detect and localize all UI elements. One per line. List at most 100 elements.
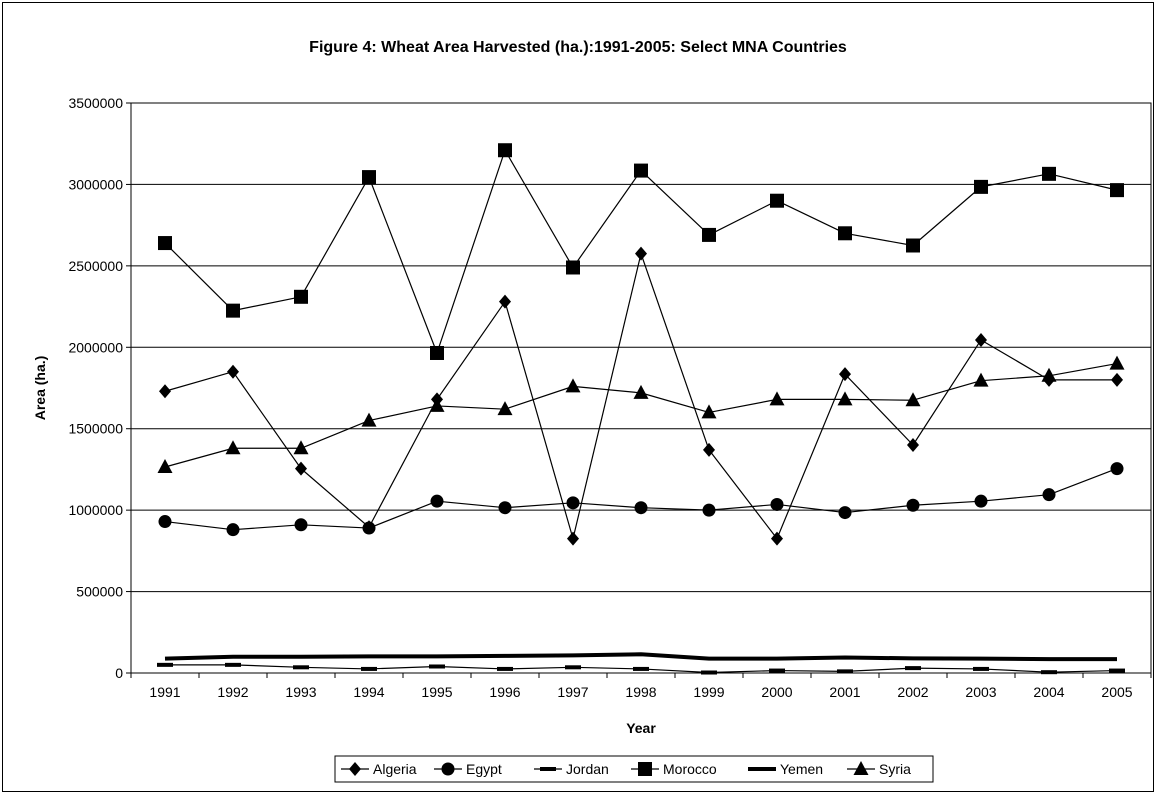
legend-label-morocco: Morocco	[663, 761, 717, 777]
data-point-morocco	[634, 163, 648, 178]
data-point-morocco	[430, 345, 444, 360]
data-point-morocco	[498, 143, 512, 158]
data-point-morocco	[1042, 166, 1056, 181]
data-point-morocco	[770, 193, 784, 208]
series-syria	[157, 355, 1125, 473]
data-point-algeria	[499, 294, 511, 309]
legend-marker-algeria	[349, 762, 361, 776]
x-tick-label: 1997	[557, 684, 588, 700]
x-tick-label: 1995	[421, 684, 452, 700]
data-point-jordan	[701, 670, 717, 675]
data-point-egypt	[974, 494, 988, 508]
data-point-jordan	[633, 666, 649, 671]
data-point-egypt	[566, 496, 580, 510]
data-point-jordan	[1109, 668, 1125, 673]
series-line-yemen	[164, 652, 1117, 662]
data-point-morocco	[362, 170, 376, 185]
data-point-egypt	[158, 515, 172, 529]
data-point-jordan	[973, 666, 989, 671]
series-group	[157, 143, 1125, 675]
data-point-syria	[633, 384, 649, 399]
data-point-syria	[973, 372, 989, 387]
legend-label-egypt: Egypt	[466, 761, 502, 777]
legend-marker-egypt	[441, 762, 455, 776]
x-tick-label: 1992	[217, 684, 248, 700]
data-point-syria	[429, 397, 445, 412]
data-point-jordan	[565, 665, 581, 670]
x-tick-label: 1993	[285, 684, 316, 700]
legend-label-algeria: Algeria	[373, 761, 417, 777]
y-tick-label: 3000000	[68, 176, 123, 192]
data-point-syria	[1041, 367, 1057, 382]
data-point-algeria	[227, 364, 239, 379]
data-point-morocco	[1110, 183, 1124, 198]
data-point-morocco	[566, 260, 580, 275]
data-point-morocco	[906, 238, 920, 253]
data-point-algeria	[567, 531, 579, 546]
data-point-egypt	[634, 501, 648, 515]
data-point-egypt	[906, 498, 920, 512]
series-yemen	[164, 652, 1117, 662]
data-point-egypt	[498, 501, 512, 515]
series-jordan	[157, 662, 1125, 675]
data-point-algeria	[703, 442, 715, 457]
data-point-jordan	[361, 666, 377, 671]
data-point-syria	[225, 440, 241, 455]
data-point-algeria	[1111, 372, 1123, 387]
data-point-algeria	[975, 332, 987, 347]
x-tick-label: 2005	[1101, 684, 1132, 700]
data-point-jordan	[225, 662, 241, 667]
data-point-morocco	[226, 303, 240, 318]
x-tick-label: 1991	[149, 684, 180, 700]
series-egypt	[158, 462, 1124, 537]
data-point-algeria	[771, 531, 783, 546]
y-tick-label: 2000000	[68, 339, 123, 355]
data-point-syria	[1109, 355, 1125, 370]
data-point-jordan	[1041, 670, 1057, 675]
chart-title: Figure 4: Wheat Area Harvested (ha.):199…	[309, 39, 847, 56]
y-tick-label: 3500000	[68, 95, 123, 111]
data-point-morocco	[838, 226, 852, 241]
series-morocco	[158, 143, 1124, 360]
x-tick-label: 2001	[829, 684, 860, 700]
data-point-jordan	[429, 664, 445, 669]
data-point-syria	[565, 378, 581, 393]
data-point-syria	[769, 391, 785, 406]
x-tick-label: 1998	[625, 684, 656, 700]
data-point-morocco	[702, 227, 716, 242]
data-point-egypt	[770, 497, 784, 511]
y-tick-label: 0	[115, 665, 123, 681]
x-tick-label: 2003	[965, 684, 996, 700]
data-point-morocco	[294, 289, 308, 304]
data-point-jordan	[497, 666, 513, 671]
y-tick-label: 1500000	[68, 421, 123, 437]
x-tick-label: 2002	[897, 684, 928, 700]
data-point-jordan	[769, 668, 785, 673]
x-axis-title: Year	[626, 720, 656, 736]
data-point-egypt	[838, 506, 852, 520]
data-point-algeria	[159, 384, 171, 399]
data-point-egypt	[362, 521, 376, 535]
data-point-jordan	[157, 662, 173, 667]
data-point-algeria	[635, 246, 647, 261]
legend: Algeria Egypt Jordan Morocco Yemen Syria	[341, 761, 911, 777]
data-point-syria	[361, 412, 377, 427]
x-tick-label: 2004	[1033, 684, 1064, 700]
legend-label-jordan: Jordan	[566, 761, 609, 777]
legend-marker-syria	[853, 761, 869, 775]
data-point-jordan	[293, 665, 309, 670]
legend-marker-morocco	[638, 762, 652, 776]
data-point-morocco	[974, 179, 988, 194]
data-point-algeria	[295, 461, 307, 476]
y-axis-title: Area (ha.)	[32, 356, 48, 421]
x-axis: 1991 1992 1993 1994 1995 1996 1997 1998 1999 2000…	[130, 673, 1152, 700]
y-tick-label: 500000	[76, 584, 123, 600]
x-tick-label: 1994	[353, 684, 384, 700]
data-point-algeria	[839, 367, 851, 382]
data-point-syria	[905, 392, 921, 407]
data-point-egypt	[1110, 462, 1124, 476]
y-tick-label: 1000000	[68, 502, 123, 518]
data-point-jordan	[905, 666, 921, 671]
legend-marker-jordan	[540, 767, 556, 771]
